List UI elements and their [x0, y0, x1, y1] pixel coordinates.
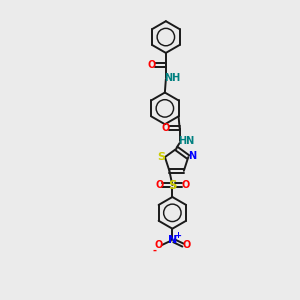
Text: -: -	[152, 246, 156, 256]
Text: O: O	[181, 180, 190, 190]
Text: N: N	[189, 151, 197, 161]
Text: +: +	[174, 231, 182, 240]
Text: O: O	[154, 240, 163, 250]
Text: HN: HN	[178, 136, 194, 146]
Text: O: O	[182, 240, 190, 250]
Text: N: N	[168, 235, 177, 244]
Text: O: O	[148, 60, 156, 70]
Text: O: O	[162, 123, 170, 133]
Text: NH: NH	[164, 73, 180, 83]
Text: S: S	[168, 178, 177, 192]
Text: O: O	[155, 180, 164, 190]
Text: S: S	[158, 152, 165, 162]
